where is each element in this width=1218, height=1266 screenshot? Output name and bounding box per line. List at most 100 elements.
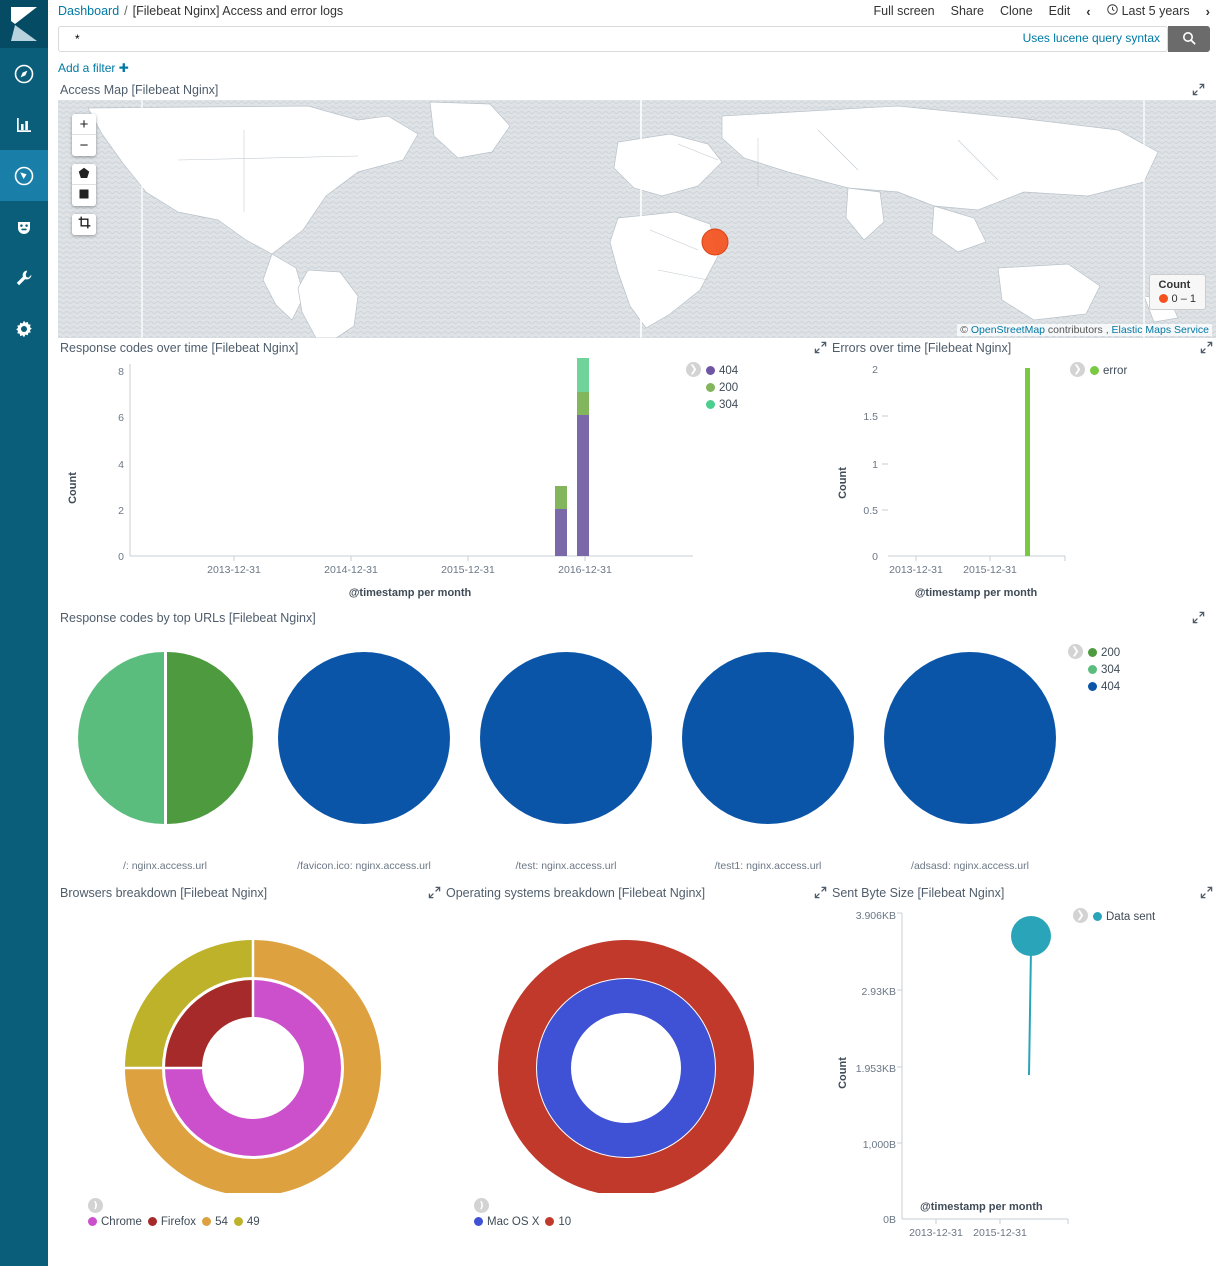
pie-4[interactable]: /test1: nginx.access.url bbox=[682, 652, 854, 872]
draw-polygon-button[interactable] bbox=[72, 164, 96, 185]
share-button[interactable]: Share bbox=[950, 4, 984, 18]
clone-button[interactable]: Clone bbox=[1000, 4, 1033, 18]
legend-label-10[interactable]: 10 bbox=[558, 1215, 572, 1228]
badge-icon bbox=[14, 217, 34, 237]
legend-dot-icon bbox=[1158, 294, 1168, 303]
legend-response-codes-by-url: ❯ 200 304 404 bbox=[1068, 628, 1120, 883]
sidebar-item-dashboard[interactable] bbox=[0, 150, 48, 201]
legend-label-firefox[interactable]: Firefox bbox=[160, 1215, 197, 1228]
panel-response-codes-over-time: Response codes over time [Filebeat Nginx… bbox=[58, 338, 830, 608]
pie-3[interactable]: /test: nginx.access.url bbox=[480, 652, 652, 872]
legend-label-304[interactable]: 304 bbox=[719, 398, 739, 411]
breadcrumb-dashboard[interactable]: Dashboard bbox=[58, 4, 120, 18]
legend-item: 404 bbox=[706, 362, 738, 379]
ems-link[interactable]: Elastic Maps Service bbox=[1111, 324, 1209, 336]
time-picker[interactable]: Last 5 years bbox=[1106, 4, 1190, 18]
legend-swatch-error bbox=[1090, 366, 1099, 375]
svg-text:3.906KB: 3.906KB bbox=[856, 910, 896, 922]
pie-label-2: /favicon.ico: nginx.access.url bbox=[297, 860, 431, 872]
pie-2[interactable]: /favicon.ico: nginx.access.url bbox=[278, 652, 450, 872]
search-button[interactable] bbox=[1168, 26, 1210, 52]
expand-icon[interactable] bbox=[1192, 83, 1206, 97]
legend-expand-icon[interactable]: ❫ bbox=[88, 1198, 103, 1213]
legend-label-200[interactable]: 200 bbox=[719, 381, 739, 394]
legend-label-macosx[interactable]: Mac OS X bbox=[487, 1215, 540, 1228]
fit-bounds-button[interactable] bbox=[72, 214, 96, 235]
time-prev-icon[interactable]: ‹ bbox=[1086, 3, 1091, 19]
chart-browsers-donut[interactable] bbox=[58, 903, 444, 1196]
map-canvas[interactable]: + − bbox=[58, 100, 1216, 338]
svg-text:2.93KB: 2.93KB bbox=[862, 986, 896, 998]
legend-swatch-304 bbox=[706, 400, 715, 409]
full-screen-button[interactable]: Full screen bbox=[873, 4, 935, 18]
svg-text:1.953KB: 1.953KB bbox=[856, 1063, 896, 1075]
svg-text:2: 2 bbox=[118, 505, 124, 517]
lucene-syntax-hint[interactable]: Uses lucene query syntax bbox=[1022, 31, 1160, 45]
chart-errors-over-time[interactable]: Count 2 1.5 1 0.5 0 bbox=[830, 358, 1216, 603]
svg-text:2: 2 bbox=[872, 364, 878, 376]
line-series-data-sent[interactable] bbox=[1011, 916, 1051, 1076]
svg-text:0B: 0B bbox=[883, 1214, 896, 1226]
legend-swatch-macosx bbox=[474, 1217, 483, 1226]
kibana-logo[interactable] bbox=[0, 0, 48, 48]
legend-label-chrome[interactable]: Chrome bbox=[101, 1215, 142, 1228]
legend-item: 200 bbox=[706, 379, 738, 396]
zoom-in-button[interactable]: + bbox=[72, 114, 96, 135]
sidebar-item-timelion[interactable] bbox=[0, 201, 48, 252]
legend-label-data-sent[interactable]: Data sent bbox=[1106, 910, 1156, 923]
legend-expand-icon[interactable]: ❯ bbox=[1073, 908, 1088, 923]
sidebar-item-visualize[interactable] bbox=[0, 99, 48, 150]
breadcrumb-current: [Filebeat Nginx] Access and error logs bbox=[132, 4, 344, 18]
legend-label-error[interactable]: error bbox=[1103, 364, 1128, 377]
sidebar-item-discover[interactable] bbox=[0, 48, 48, 99]
expand-icon[interactable] bbox=[814, 341, 828, 355]
legend-label-200[interactable]: 200 bbox=[1101, 646, 1121, 659]
pie-label-1: /: nginx.access.url bbox=[123, 860, 207, 872]
svg-text:2015-12-31: 2015-12-31 bbox=[973, 1227, 1027, 1239]
legend-item: 304 bbox=[1088, 661, 1120, 678]
svg-text:0: 0 bbox=[118, 551, 124, 563]
draw-rectangle-button[interactable] bbox=[72, 185, 96, 206]
expand-icon[interactable] bbox=[428, 886, 442, 900]
expand-icon[interactable] bbox=[1192, 611, 1206, 625]
expand-icon[interactable] bbox=[1200, 886, 1214, 900]
expand-icon[interactable] bbox=[814, 886, 828, 900]
legend-item: Data sent bbox=[1093, 908, 1155, 925]
time-next-icon[interactable]: › bbox=[1205, 3, 1210, 19]
legend-label-304[interactable]: 304 bbox=[1101, 663, 1121, 676]
x-axis-title: @timestamp per month bbox=[349, 587, 472, 599]
legend-expand-icon[interactable]: ❯ bbox=[1070, 362, 1085, 377]
expand-icon[interactable] bbox=[1200, 341, 1214, 355]
legend-expand-icon[interactable]: ❯ bbox=[1068, 644, 1083, 659]
legend-label-404[interactable]: 404 bbox=[1101, 680, 1121, 693]
legend-label-54[interactable]: 54 bbox=[215, 1215, 228, 1228]
svg-text:2014-12-31: 2014-12-31 bbox=[324, 564, 378, 576]
sidebar-item-management[interactable] bbox=[0, 303, 48, 354]
legend-label-49[interactable]: 49 bbox=[246, 1215, 260, 1228]
chart-os-donut[interactable] bbox=[444, 903, 830, 1196]
y-axis-ticks: 2 1.5 1 0.5 0 bbox=[863, 364, 878, 563]
add-filter-button[interactable]: Add a filter ✚ bbox=[58, 61, 129, 75]
legend-item: Mac OS X bbox=[474, 1213, 539, 1230]
legend-expand-icon[interactable]: ❫ bbox=[474, 1198, 489, 1213]
pie-5[interactable]: /adsasd: nginx.access.url bbox=[884, 652, 1056, 872]
legend-label-404[interactable]: 404 bbox=[719, 364, 739, 377]
top-bar: Dashboard / [Filebeat Nginx] Access and … bbox=[48, 0, 1218, 22]
legend-expand-icon[interactable]: ❯ bbox=[686, 362, 701, 377]
edit-button[interactable]: Edit bbox=[1048, 4, 1071, 18]
bar-series-group[interactable] bbox=[555, 356, 589, 556]
svg-text:2016-12-31: 2016-12-31 bbox=[558, 564, 612, 576]
chart-response-codes-by-top-urls[interactable]: /: nginx.access.url /favicon.ico: nginx.… bbox=[58, 628, 1068, 883]
svg-text:0: 0 bbox=[872, 551, 878, 563]
panel-title-operating-systems: Operating systems breakdown [Filebeat Ng… bbox=[446, 886, 706, 900]
sidebar-item-dev-tools[interactable] bbox=[0, 252, 48, 303]
bar-error[interactable] bbox=[1025, 368, 1030, 556]
chart-sent-byte-size[interactable]: Count 3.906KB 2.93KB 1.953KB 1,000B 0B bbox=[830, 903, 1216, 1243]
gear-icon bbox=[14, 319, 34, 339]
main-area: Dashboard / [Filebeat Nginx] Access and … bbox=[48, 0, 1218, 1266]
zoom-out-button[interactable]: − bbox=[72, 135, 96, 156]
pie-1[interactable]: /: nginx.access.url bbox=[78, 652, 253, 872]
chart-response-codes-over-time[interactable]: Count 8 6 4 2 0 2013-12-31 2014-12-31 2 0 bbox=[58, 356, 830, 603]
search-input[interactable] bbox=[58, 26, 1168, 52]
osm-link[interactable]: OpenStreetMap bbox=[970, 324, 1046, 336]
